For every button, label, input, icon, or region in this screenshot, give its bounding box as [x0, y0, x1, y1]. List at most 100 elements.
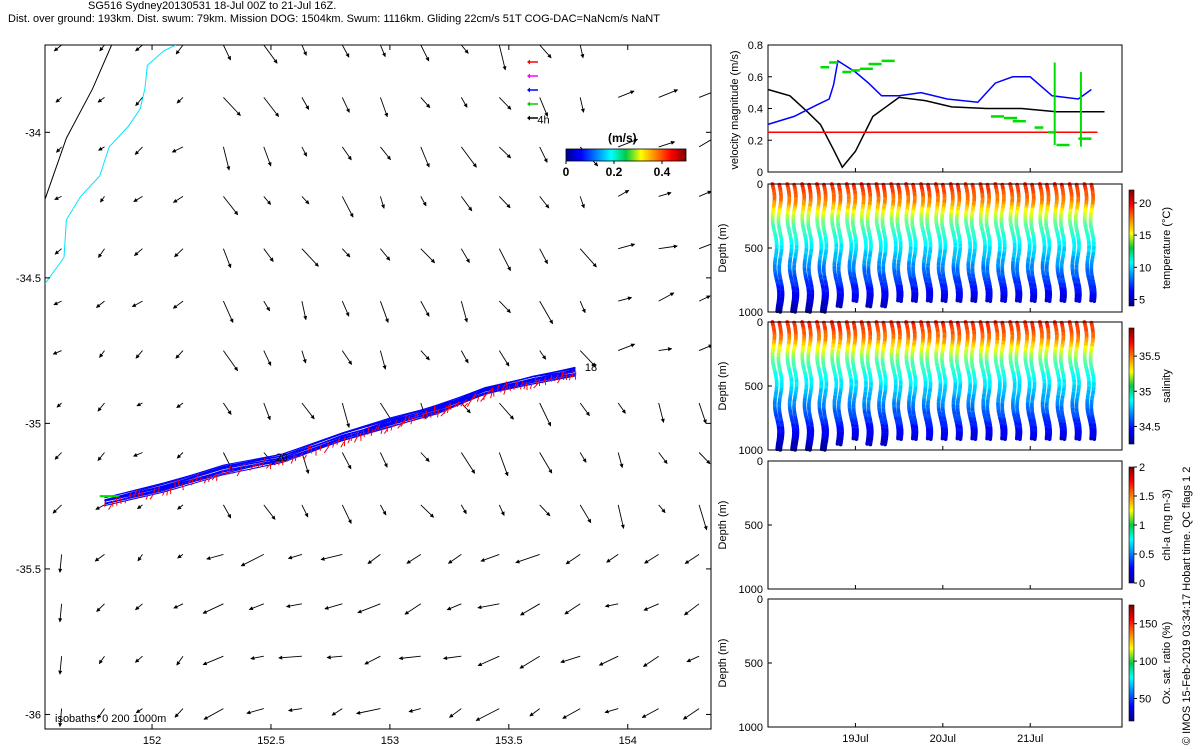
geo-velocity-arrowhead: [356, 710, 361, 715]
geo-velocity-arrowhead: [97, 98, 103, 103]
geo-velocity-arrowhead: [587, 518, 592, 524]
swim-vector: [359, 432, 362, 441]
geo-velocity-arrowhead: [137, 556, 142, 562]
profile-sample: [883, 304, 887, 309]
swim-vector: [362, 429, 365, 438]
geo-velocity-arrow: [477, 603, 500, 609]
geo-velocity-arrowhead: [465, 258, 470, 264]
swim-vector: [340, 441, 345, 448]
legend-swatch-head: [527, 59, 530, 65]
geo-velocity-arrowhead: [398, 656, 403, 661]
geo-velocity-arrowhead: [468, 206, 473, 212]
geo-velocity-arrowhead: [233, 366, 239, 372]
swim-vector: [529, 383, 533, 390]
swim-vector: [347, 437, 351, 444]
swim-vector: [191, 478, 194, 486]
geo-velocity-arrowhead: [630, 343, 636, 348]
geo-velocity-arrowhead: [56, 148, 61, 153]
swim-vector: [195, 473, 199, 482]
geo-velocity-arrowhead: [227, 263, 232, 269]
geo-velocity-arrowhead: [515, 559, 520, 564]
geo-velocity-arrowhead: [598, 661, 604, 666]
geo-velocity-arrowhead: [429, 513, 435, 518]
geo-velocity-arrowhead: [320, 556, 325, 561]
geo-velocity-arrowhead: [520, 611, 525, 616]
geo-velocity-arrow: [341, 196, 354, 218]
geo-velocity-arrowhead: [240, 562, 246, 567]
geo-velocity-arrowhead: [287, 555, 293, 560]
geo-velocity-arrowhead: [100, 198, 105, 203]
geo-velocity-arrowhead: [548, 469, 553, 474]
geo-velocity-arrowhead: [206, 556, 211, 560]
geo-velocity-arrowhead: [500, 511, 505, 517]
geo-velocity-arrowhead: [713, 137, 717, 140]
swim-vector: [249, 464, 255, 471]
swim-vector: [437, 409, 440, 418]
title-line-1: SG516 Sydney20130531 18-Jul 00Z to 21-Ju…: [88, 0, 337, 12]
geo-velocity-arrow: [539, 300, 553, 324]
geo-velocity-arrow: [698, 243, 711, 250]
geo-velocity-arrowhead: [606, 558, 611, 563]
geo-velocity-arrowhead: [464, 318, 468, 323]
geo-velocity-arrowhead: [346, 423, 350, 428]
track-annotation: 20: [276, 452, 288, 464]
geo-velocity-arrowhead: [131, 303, 137, 307]
swim-vector: [568, 375, 571, 381]
colorbar-tick-label: 0: [563, 165, 570, 179]
geo-velocity-arrowhead: [348, 360, 352, 365]
geo-velocity-arrowhead: [97, 407, 102, 412]
swim-vector: [473, 393, 477, 399]
profile-sample: [865, 304, 870, 308]
geo-velocity-arrowhead: [466, 408, 471, 414]
geo-velocity-arrow: [539, 452, 553, 474]
swim-vector: [480, 394, 487, 402]
swim-vector: [390, 425, 393, 431]
coastline: [45, 45, 113, 200]
geo-velocity-arrowhead: [406, 559, 411, 564]
geo-velocity-arrow: [222, 146, 230, 171]
geo-velocity-arrowhead: [667, 347, 673, 352]
profile-sample: [880, 304, 884, 308]
profile-sample: [868, 442, 873, 447]
swim-vector: [410, 416, 413, 425]
geo-velocity-arrowhead: [707, 190, 711, 195]
profile-sample: [1062, 299, 1067, 303]
geo-velocity-arrowhead: [446, 606, 452, 611]
geo-velocity-arrow: [698, 139, 711, 148]
geo-velocity-arrowhead: [504, 471, 509, 477]
swim-vector: [422, 412, 425, 420]
swim-vector: [533, 382, 540, 389]
geo-velocity-arrow: [379, 97, 388, 117]
swim-vector: [290, 455, 295, 464]
geo-velocity-arrowhead: [97, 146, 103, 151]
geo-velocity-arrow: [301, 248, 319, 267]
geo-velocity-arrowhead: [683, 611, 689, 616]
geo-velocity-arrow: [223, 97, 241, 116]
geo-velocity-arrowhead: [52, 509, 57, 514]
geo-velocity-arrowhead: [324, 605, 329, 610]
geo-velocity-arrow: [356, 708, 381, 714]
geo-velocity-arrowhead: [95, 506, 100, 510]
geo-velocity-arrowhead: [670, 140, 676, 145]
geo-velocity-arrowhead: [98, 253, 103, 258]
geo-velocity-arrowhead: [386, 256, 391, 261]
swim-vector: [278, 459, 281, 466]
geo-velocity-arrow: [223, 350, 238, 371]
geo-velocity-arrowhead: [620, 524, 625, 529]
geo-velocity-arrow: [579, 350, 596, 367]
swim-vector: [207, 476, 212, 483]
geo-velocity-arrowhead: [346, 108, 350, 113]
geo-velocity-arrowhead: [580, 53, 585, 59]
geo-velocity-arrowhead: [382, 365, 387, 370]
swim-vector: [470, 394, 476, 402]
geo-velocity-arrowhead: [642, 662, 648, 667]
geo-velocity-arrowhead: [686, 658, 691, 663]
geo-velocity-arrowhead: [55, 98, 60, 103]
profile-sample: [838, 442, 843, 447]
geo-velocity-arrowhead: [54, 250, 60, 255]
profile-sample: [1047, 299, 1052, 303]
swim-vector: [544, 378, 547, 386]
